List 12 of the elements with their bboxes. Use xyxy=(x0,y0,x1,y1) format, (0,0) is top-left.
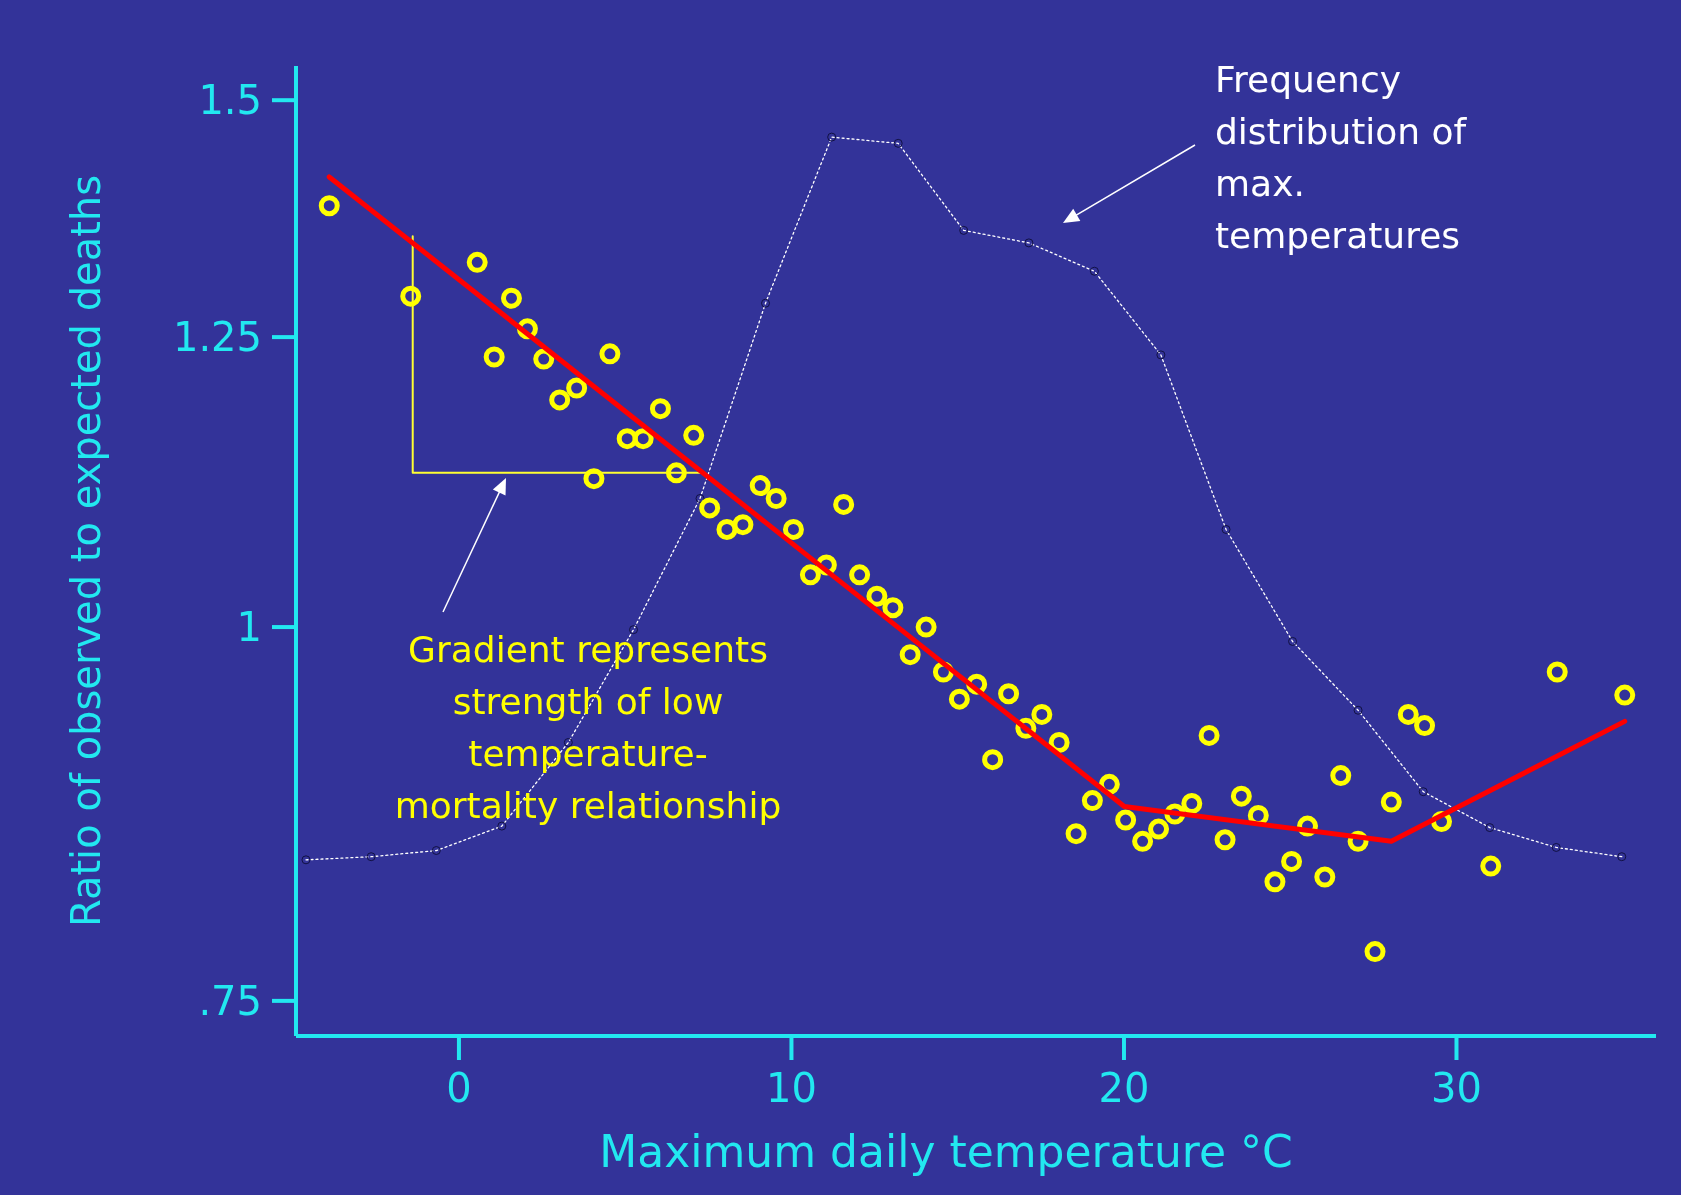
y-tick-label: 1.5 xyxy=(198,77,262,124)
x-tick-label: 20 xyxy=(1098,1065,1150,1111)
x-tick-label: 10 xyxy=(766,1065,817,1111)
x-axis-title: Maximum daily temperature °C xyxy=(599,1126,1293,1177)
y-tick-label: 1.25 xyxy=(172,314,262,361)
y-tick-label: 1 xyxy=(236,604,262,651)
y-axis-title: Ratio of observed to expected deaths xyxy=(63,174,109,928)
annotation: Frequency distribution of max. temperatures xyxy=(1215,59,1468,256)
annotation: Gradient represents strength of low temperature- mortality relationship xyxy=(394,629,782,826)
x-tick-label: 30 xyxy=(1431,1065,1482,1111)
y-tick-label: .75 xyxy=(198,977,262,1024)
x-tick-label: 0 xyxy=(446,1065,472,1111)
